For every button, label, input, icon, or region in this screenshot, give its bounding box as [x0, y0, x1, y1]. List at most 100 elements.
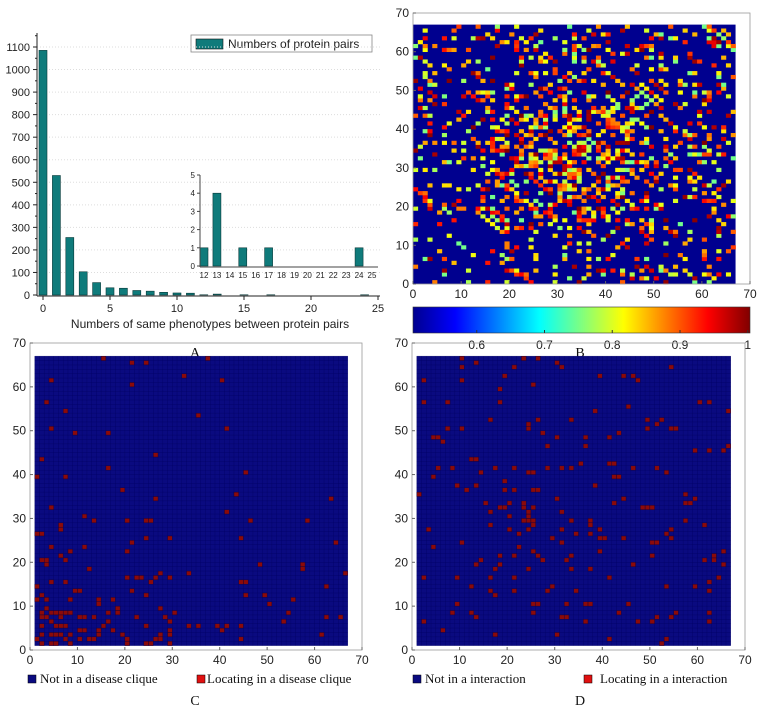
heatmap-cell	[552, 280, 558, 285]
heatmap-cell	[437, 222, 443, 227]
y-tick-label: 20	[13, 555, 27, 569]
heatmap-cell	[96, 597, 102, 602]
heatmap-cell	[721, 183, 727, 188]
heatmap-cell	[542, 210, 549, 215]
heatmap-cell	[468, 610, 474, 616]
heatmap-cell	[162, 614, 168, 620]
heatmap-cell	[511, 465, 517, 471]
heatmap-cell	[702, 522, 708, 528]
panel-label-b: B	[575, 346, 584, 361]
heatmap-cell	[523, 163, 529, 169]
heatmap-cell	[533, 47, 539, 53]
heatmap-cell	[595, 144, 602, 149]
y-tick-label: 0	[24, 290, 30, 302]
heatmap-cell	[39, 592, 45, 598]
heatmap-cell	[413, 148, 419, 153]
heatmap-cell	[571, 194, 577, 200]
heatmap-cell	[730, 156, 736, 161]
heatmap-cell	[552, 140, 558, 145]
heatmap-cell	[504, 268, 510, 273]
heatmap-cell	[725, 249, 732, 254]
heatmap-cell	[490, 148, 496, 153]
heatmap-cell	[721, 125, 727, 130]
heatmap-cell	[153, 575, 159, 580]
heatmap-cell	[465, 187, 472, 192]
heatmap-cell	[53, 610, 59, 616]
heatmap-cell	[504, 40, 510, 45]
heatmap-cell	[542, 51, 549, 56]
heatmap-cell	[625, 404, 631, 409]
heatmap-cell	[621, 535, 627, 541]
heatmap-cell	[600, 129, 606, 134]
bar	[172, 292, 182, 296]
legend-swatch-on	[583, 674, 593, 684]
heatmap-cell	[262, 592, 268, 598]
heatmap-cell	[595, 55, 602, 60]
heatmap-cell	[542, 117, 549, 122]
heatmap-cell	[567, 202, 573, 207]
x-tick-label: 20	[118, 653, 132, 667]
heatmap-cell	[682, 241, 688, 246]
heatmap-cell	[475, 210, 481, 215]
heatmap-cell	[697, 399, 703, 405]
heatmap-cell	[490, 210, 496, 215]
x-tick-label: 50	[647, 287, 661, 301]
heatmap-cell	[490, 214, 496, 219]
heatmap-cell	[480, 148, 486, 153]
heatmap-cell	[77, 588, 83, 594]
heatmap-cell	[692, 90, 698, 95]
heatmap-cell	[610, 121, 616, 126]
heatmap-cell	[285, 610, 292, 616]
heatmap-cell	[494, 28, 500, 33]
heatmap-cell	[186, 570, 192, 576]
heatmap-cell	[677, 167, 683, 173]
heatmap-cell	[523, 198, 529, 203]
heatmap-cell	[441, 256, 447, 262]
heatmap-cell	[413, 222, 419, 227]
heatmap-cell	[567, 171, 573, 176]
heatmap-cell	[470, 156, 476, 161]
heatmap-cell	[494, 43, 500, 49]
heatmap-cell	[300, 562, 306, 567]
bar	[145, 290, 155, 296]
heatmap-cell	[654, 465, 660, 471]
heatmap-cell	[547, 152, 553, 157]
heatmap-cell	[44, 597, 50, 602]
heatmap-cell	[600, 140, 606, 145]
y-tick-label: 1000	[6, 65, 30, 77]
heatmap-cell	[238, 636, 244, 642]
y-tick-label: 60	[13, 380, 27, 394]
heatmap-cell	[586, 167, 592, 173]
legend-label-on: Locating in a interaction	[600, 671, 728, 686]
heatmap-cell	[581, 191, 587, 196]
heatmap-cell	[552, 98, 558, 103]
heatmap-cell	[514, 191, 520, 196]
heatmap-cell	[445, 426, 451, 431]
heatmap-cell	[422, 194, 428, 200]
heatmap-cell	[504, 171, 510, 176]
heatmap-cell	[567, 133, 573, 138]
heatmap-cell	[514, 183, 520, 188]
heatmap-cell	[634, 94, 640, 99]
heatmap-cell	[701, 90, 707, 95]
heatmap-cell	[615, 225, 621, 231]
heatmap-cell	[648, 144, 655, 149]
heatmap-cell	[600, 187, 606, 192]
heatmap-cell	[224, 426, 230, 431]
heatmap-cell	[518, 198, 525, 203]
heatmap-cell	[473, 360, 479, 366]
heatmap-cell	[58, 553, 64, 559]
heatmap-cell	[528, 82, 534, 87]
heatmap-cell	[721, 129, 727, 134]
heatmap-cell	[586, 148, 592, 153]
heatmap-cell	[485, 94, 491, 99]
x-tick-label: 10	[171, 303, 183, 315]
heatmap-cell	[421, 377, 427, 383]
heatmap-cell	[540, 430, 546, 436]
heatmap-cell	[459, 377, 465, 383]
heatmap-cell	[591, 105, 597, 111]
heatmap-cell	[441, 183, 447, 188]
heatmap-cell	[533, 74, 539, 80]
heatmap-cell	[692, 584, 698, 589]
heatmap-cell	[639, 121, 645, 126]
